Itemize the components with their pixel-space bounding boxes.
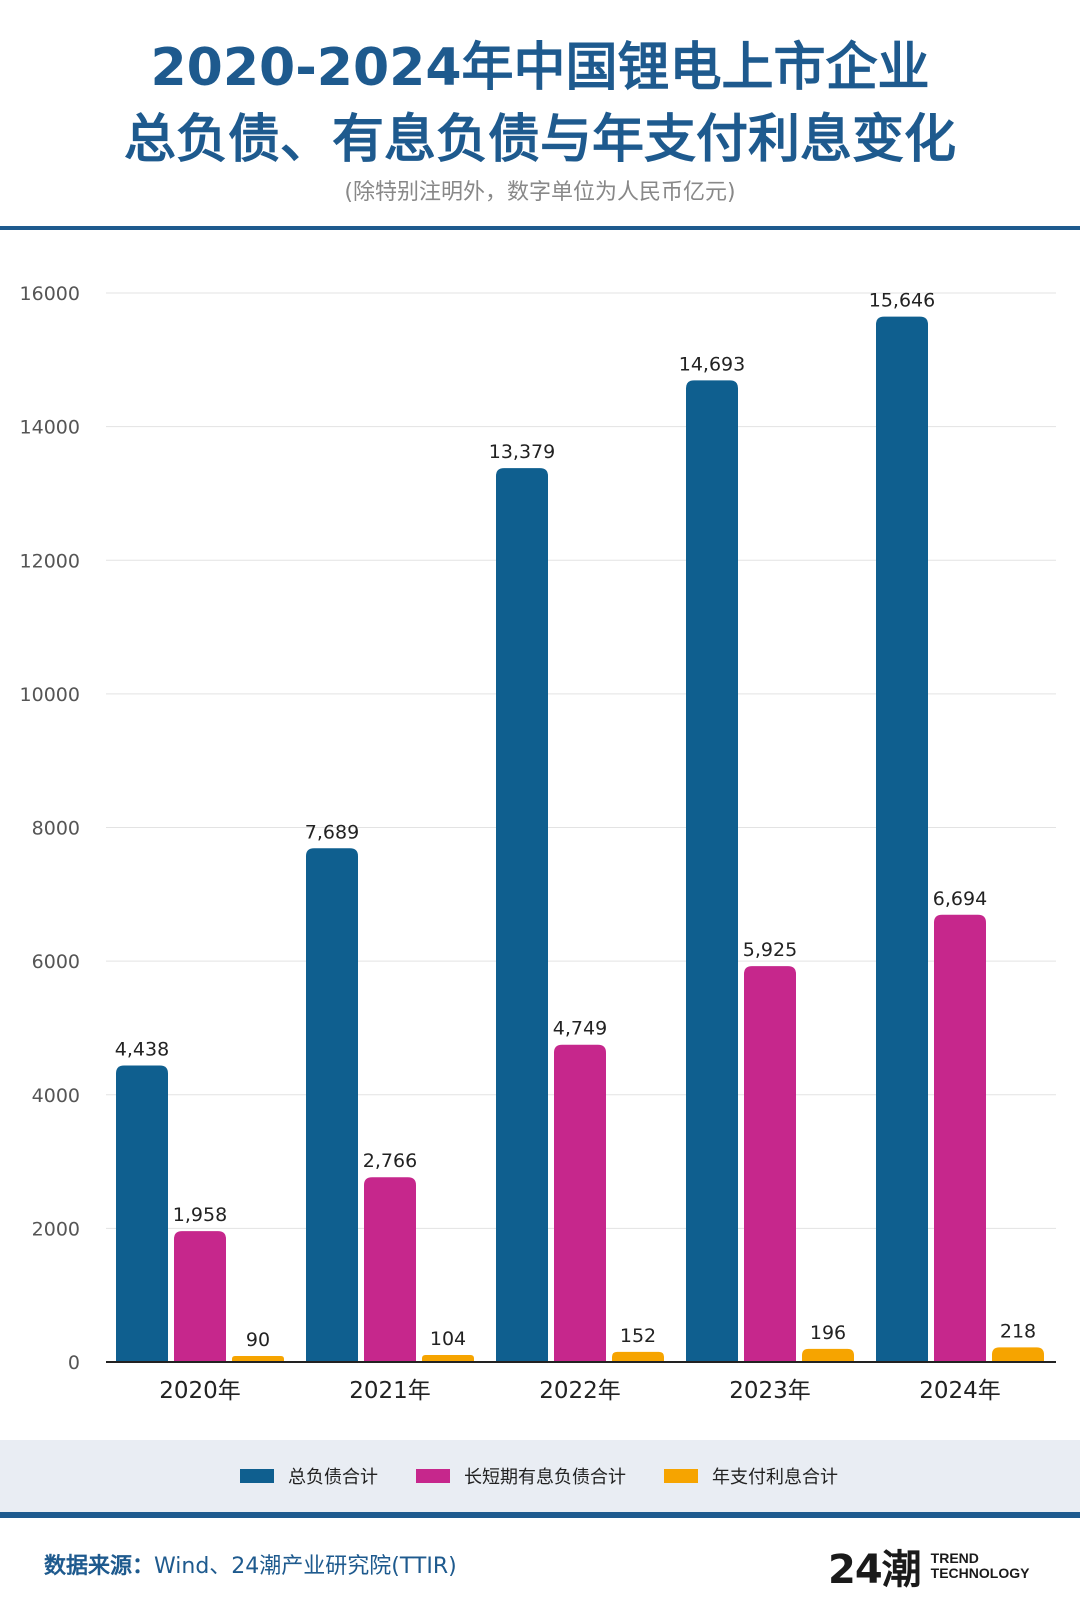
legend-swatch-total-liabilities bbox=[240, 1469, 274, 1483]
logo-line2: TECHNOLOGY bbox=[930, 1565, 1030, 1581]
bar bbox=[612, 1351, 664, 1362]
bar bbox=[744, 966, 796, 1362]
y-tick-label: 14000 bbox=[20, 417, 80, 439]
data-label: 14,693 bbox=[679, 353, 745, 375]
data-label: 90 bbox=[246, 1329, 270, 1351]
data-label: 13,379 bbox=[489, 441, 555, 463]
legend-item-interest-bearing-debt: 长短期有息负债合计 bbox=[416, 1440, 626, 1512]
logo-line1: TREND bbox=[930, 1550, 979, 1566]
legend: 总负债合计 长短期有息负债合计 年支付利息合计 bbox=[0, 1440, 1080, 1512]
legend-item-annual-interest: 年支付利息合计 bbox=[664, 1440, 838, 1512]
page-title-line2: 总负债、有息负债与年支付利息变化 bbox=[123, 110, 956, 170]
data-label: 196 bbox=[810, 1322, 846, 1344]
bar bbox=[364, 1177, 416, 1362]
data-label: 6,694 bbox=[933, 888, 987, 910]
bar bbox=[802, 1348, 854, 1362]
legend-label: 总负债合计 bbox=[288, 1467, 378, 1488]
legend-label: 年支付利息合计 bbox=[712, 1467, 838, 1488]
data-source: 数据来源：Wind、24潮产业研究院(TTIR) bbox=[44, 1548, 457, 1580]
bar bbox=[306, 848, 358, 1362]
bar bbox=[232, 1355, 284, 1362]
bar-chart: 0 2000 4000 6000 8000 10000 12000 14000 16000 4,4… bbox=[20, 283, 1056, 1404]
y-tick-label: 6000 bbox=[32, 951, 80, 973]
data-label: 218 bbox=[1000, 1320, 1036, 1342]
y-tick-label: 16000 bbox=[20, 283, 80, 305]
data-label: 4,438 bbox=[115, 1038, 169, 1060]
x-tick-label: 2020年 bbox=[159, 1378, 241, 1404]
legend-swatch-annual-interest bbox=[664, 1469, 698, 1483]
bar bbox=[934, 914, 986, 1362]
bar bbox=[876, 316, 928, 1362]
legend-item-total-liabilities: 总负债合计 bbox=[240, 1440, 378, 1512]
source-label: 数据来源： bbox=[44, 1554, 155, 1579]
data-label: 1,958 bbox=[173, 1204, 227, 1226]
brand-logo: 24潮 TREND TECHNOLOGY bbox=[828, 1536, 1029, 1596]
bar bbox=[116, 1065, 168, 1362]
bar bbox=[496, 468, 548, 1362]
y-tick-label: 12000 bbox=[20, 550, 80, 572]
bottom-divider bbox=[0, 1512, 1080, 1518]
data-label: 4,749 bbox=[553, 1018, 607, 1040]
data-label: 7,689 bbox=[305, 821, 359, 843]
logo-mark: 24潮 bbox=[828, 1547, 922, 1593]
y-tick-label: 8000 bbox=[32, 818, 80, 840]
bar bbox=[992, 1347, 1044, 1362]
data-label: 15,646 bbox=[869, 290, 935, 312]
bar bbox=[554, 1044, 606, 1362]
bar bbox=[686, 380, 738, 1362]
x-tick-label: 2022年 bbox=[539, 1378, 621, 1404]
top-divider bbox=[0, 226, 1080, 230]
logo-wordmark: TREND TECHNOLOGY bbox=[931, 1551, 1030, 1581]
y-tick-label: 4000 bbox=[32, 1085, 80, 1107]
legend-label: 长短期有息负债合计 bbox=[464, 1467, 626, 1488]
page-title-line1: 2020-2024年中国锂电上市企业 bbox=[150, 38, 930, 98]
legend-swatch-interest-bearing-debt bbox=[416, 1469, 450, 1483]
page-subtitle: (除特别注明外，数字单位为人民币亿元) bbox=[344, 180, 736, 205]
x-tick-label: 2021年 bbox=[349, 1378, 431, 1404]
bar bbox=[422, 1355, 474, 1362]
bar bbox=[174, 1231, 226, 1362]
data-label: 5,925 bbox=[743, 939, 797, 961]
source-text: Wind、24潮产业研究院(TTIR) bbox=[154, 1554, 457, 1579]
y-tick-label: 10000 bbox=[20, 684, 80, 706]
data-label: 152 bbox=[620, 1325, 656, 1347]
x-tick-label: 2023年 bbox=[729, 1378, 811, 1404]
y-tick-label: 2000 bbox=[32, 1218, 80, 1240]
data-label: 2,766 bbox=[363, 1150, 417, 1172]
data-label: 104 bbox=[430, 1328, 466, 1350]
y-tick-label: 0 bbox=[68, 1352, 80, 1374]
x-tick-label: 2024年 bbox=[919, 1378, 1001, 1404]
